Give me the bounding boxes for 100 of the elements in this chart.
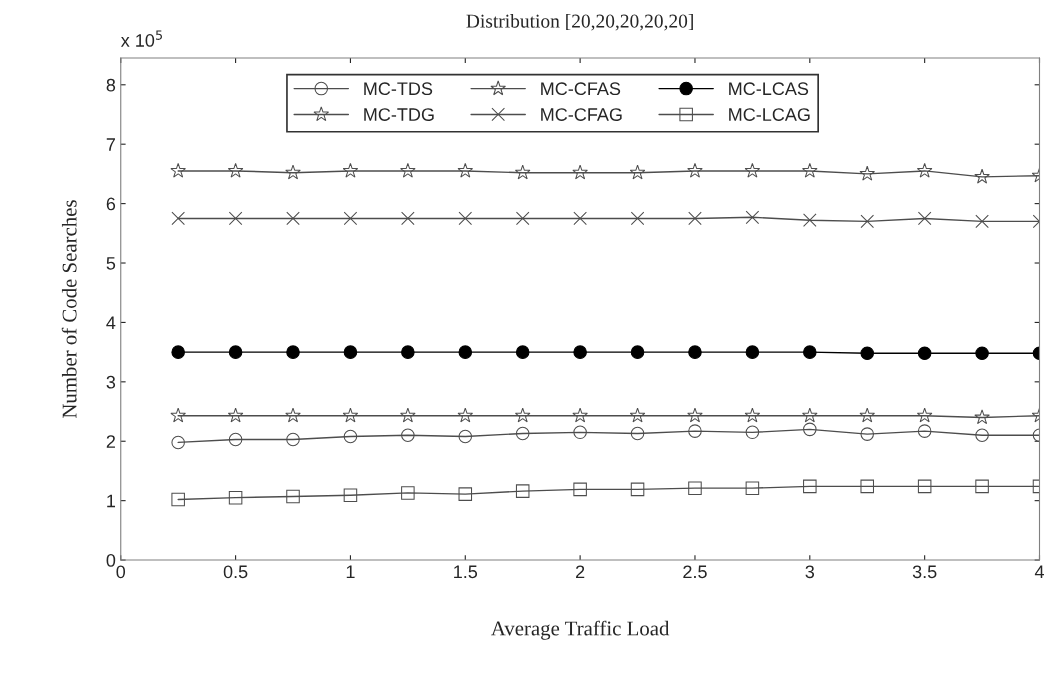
point	[343, 429, 358, 444]
point	[401, 428, 415, 443]
point	[917, 424, 932, 438]
chart-title: Distribution [20,20,20,20,20]	[466, 14, 693, 31]
point	[515, 426, 530, 441]
point	[170, 407, 186, 423]
point	[286, 489, 300, 504]
point	[573, 425, 587, 440]
point	[573, 482, 587, 497]
y-tick-label: 3	[106, 375, 116, 389]
point	[630, 482, 645, 497]
x-tick-label: 3	[805, 565, 815, 579]
text: x 10$^{5}$	[120, 30, 162, 47]
point	[286, 432, 300, 447]
point	[630, 426, 645, 441]
x-tick-label: 1.5	[454, 565, 478, 579]
x-tick-label: 2.5	[683, 565, 707, 579]
legend-label: MC-CFAS	[541, 82, 621, 96]
point	[515, 211, 530, 226]
point	[975, 214, 989, 229]
point	[285, 407, 301, 423]
point	[286, 211, 300, 226]
point	[515, 345, 530, 359]
point	[458, 487, 473, 501]
point	[227, 407, 244, 423]
point	[171, 211, 185, 226]
point	[630, 211, 645, 226]
point	[745, 425, 760, 440]
point	[171, 345, 185, 359]
y-tick-label: 4	[106, 316, 116, 329]
point	[343, 211, 358, 226]
point	[228, 211, 243, 226]
point	[803, 422, 817, 437]
legend-label: MC-TDG	[364, 108, 434, 121]
point	[688, 345, 702, 359]
point	[514, 407, 531, 423]
point	[860, 479, 874, 494]
point	[458, 345, 473, 359]
point	[515, 484, 530, 498]
point	[401, 211, 415, 226]
point	[859, 407, 876, 423]
x-tick-label: 2	[576, 565, 585, 579]
x-tick-label: 3.5	[912, 565, 937, 579]
point	[916, 162, 933, 178]
point	[745, 210, 760, 225]
point	[629, 164, 646, 180]
point	[227, 162, 244, 178]
y-tick-label: 8	[106, 78, 116, 92]
point	[859, 165, 876, 181]
point	[744, 407, 761, 423]
point	[285, 164, 301, 180]
point	[400, 407, 416, 423]
legend-label: MC-LCAS	[729, 82, 809, 96]
point	[629, 407, 646, 423]
point	[917, 479, 932, 494]
point	[572, 407, 588, 423]
y-tick-label: 1	[107, 494, 116, 508]
point	[342, 162, 359, 178]
point	[917, 211, 932, 226]
point	[803, 213, 817, 228]
point	[400, 162, 416, 178]
point	[228, 345, 243, 359]
point	[802, 407, 818, 423]
point	[458, 211, 473, 226]
point	[630, 345, 645, 359]
point	[688, 211, 702, 226]
y-axis-title: Number of Code Searches	[61, 200, 77, 419]
point	[343, 345, 358, 359]
point	[457, 162, 474, 178]
point	[342, 407, 359, 423]
point	[228, 432, 243, 447]
point	[860, 214, 874, 229]
y-tick-label: 0	[106, 553, 116, 567]
y-tick-label: 2	[106, 435, 115, 448]
point	[975, 346, 989, 361]
point	[457, 407, 474, 423]
point	[573, 345, 587, 359]
point	[687, 162, 703, 178]
y-tick-label: 7	[106, 138, 115, 151]
point	[916, 407, 933, 423]
point	[458, 429, 473, 444]
point	[171, 492, 185, 507]
point	[688, 481, 702, 495]
point	[573, 211, 587, 226]
point	[514, 164, 531, 180]
point	[974, 168, 990, 184]
point	[745, 481, 760, 495]
legend-label: MC-LCAG	[729, 108, 810, 121]
point	[802, 162, 818, 178]
point	[975, 479, 989, 494]
point	[917, 346, 932, 361]
point	[860, 346, 874, 361]
x-tick-label: 0	[116, 565, 126, 579]
point	[744, 162, 761, 178]
x-tick-label: 1	[346, 565, 355, 579]
point	[572, 164, 588, 180]
point	[687, 407, 703, 423]
point	[975, 428, 989, 443]
point	[860, 427, 874, 441]
y-tick-label: 5	[106, 257, 116, 270]
